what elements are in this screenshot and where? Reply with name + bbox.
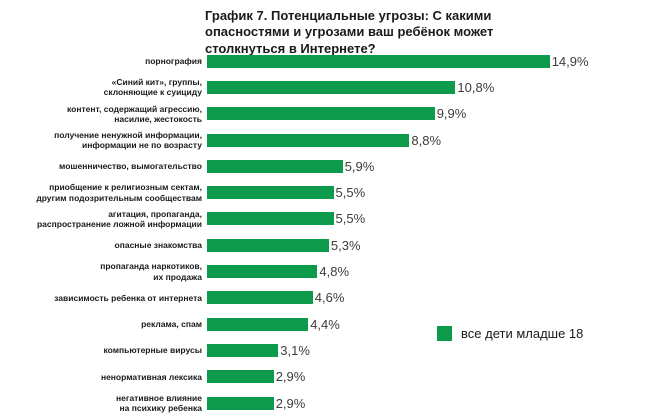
bar-track: 8,8% — [207, 127, 441, 153]
bar-row: опасные знакомства 5,3% — [0, 232, 660, 258]
bar-row: пропаганда наркотиков, их продажа 4,8% — [0, 258, 660, 284]
bar-row: приобщение к религиозным сектам, другим … — [0, 179, 660, 205]
bar-label: получение ненужной информации, информаци… — [54, 129, 202, 151]
bar-track: 2,9% — [207, 364, 305, 390]
bar — [207, 80, 456, 94]
legend-label: все дети младше 18 — [461, 326, 584, 341]
bar-label: агитация, пропаганда, распространение ло… — [36, 208, 202, 229]
bar-label: реклама, спам — [141, 319, 202, 330]
bar-row: «Синий кит», группы, склоняющие к суицид… — [0, 74, 660, 100]
bar-row: компьютерные вирусы 3,1% — [0, 337, 660, 363]
bar — [207, 186, 334, 200]
bar — [207, 396, 274, 410]
bar-row: ненормативная лексика 2,9% — [0, 364, 660, 390]
bar-track: 5,3% — [207, 232, 361, 258]
bar-value: 9,9% — [436, 106, 467, 122]
bar-track: 2,9% — [207, 390, 305, 416]
bar-value: 5,3% — [330, 237, 361, 253]
bar-row: порнография 14,9% — [0, 48, 660, 74]
bar-value: 5,5% — [335, 185, 366, 201]
bar-label: ненормативная лексика — [100, 371, 202, 382]
bar-value: 5,9% — [344, 158, 375, 174]
bar-label: негативное влияние на психику ребенка — [116, 392, 202, 413]
bar-value: 4,4% — [310, 316, 340, 332]
legend: все дети младше 18 — [437, 326, 583, 341]
bar-label: опасные знакомства — [114, 240, 202, 251]
bar — [207, 159, 343, 173]
bar-row: зависимость ребенка от интернета 4,6% — [0, 285, 660, 311]
bar-label: приобщение к религиозным сектам, другим … — [36, 182, 202, 203]
bar — [207, 107, 435, 121]
bar-value: 10,8% — [457, 79, 495, 95]
bar-value: 2,9% — [275, 395, 306, 411]
bar-track: 5,5% — [207, 206, 365, 232]
legend-swatch-icon — [437, 326, 452, 341]
bar — [207, 133, 410, 147]
bar-track: 14,9% — [207, 48, 589, 74]
bar-row: негативное влияние на психику ребенка 2,… — [0, 390, 660, 416]
bar — [207, 54, 550, 68]
bar-value: 2,9% — [275, 369, 306, 385]
bar-value: 4,8% — [319, 264, 350, 280]
bar-label: контент, содержащий агрессию, насилие, ж… — [67, 103, 202, 124]
bar-value: 5,5% — [335, 211, 366, 227]
bar-label: мошенничество, вымогательство — [59, 161, 202, 172]
bar-track: 10,8% — [207, 74, 494, 100]
bar-label: зависимость ребенка от интернета — [54, 292, 202, 303]
bar-value: 3,1% — [280, 342, 310, 358]
bar-track: 4,8% — [207, 258, 349, 284]
bar — [207, 343, 279, 357]
bar-value: 14,9% — [551, 53, 589, 69]
bar-row: агитация, пропаганда, распространение ло… — [0, 206, 660, 232]
bar — [207, 291, 313, 305]
bar-track: 3,1% — [207, 337, 310, 363]
bar — [207, 317, 309, 331]
bar-track: 9,9% — [207, 101, 466, 127]
bar-value: 4,6% — [314, 290, 345, 306]
bar-value: 8,8% — [411, 132, 442, 148]
bar-label: компьютерные вирусы — [103, 345, 202, 356]
bar — [207, 212, 334, 226]
bar-track: 4,4% — [207, 311, 340, 337]
bar-track: 5,5% — [207, 179, 365, 205]
bar — [207, 370, 274, 384]
bar-track: 4,6% — [207, 285, 344, 311]
bar — [207, 238, 329, 252]
chart-rows: порнография 14,9% «Синий кит», группы, с… — [0, 48, 660, 416]
chart-title: График 7. Потенциальные угрозы: С какими… — [205, 8, 494, 56]
bar-label: порнография — [145, 56, 202, 67]
bar-track: 5,9% — [207, 153, 374, 179]
bar-row: реклама, спам 4,4% — [0, 311, 660, 337]
bar-row: мошенничество, вымогательство 5,9% — [0, 153, 660, 179]
bar-label: «Синий кит», группы, склоняющие к суицид… — [103, 77, 202, 98]
bar-label: пропаганда наркотиков, их продажа — [100, 261, 202, 282]
bar-row: контент, содержащий агрессию, насилие, ж… — [0, 101, 660, 127]
bar-row: получение ненужной информации, информаци… — [0, 127, 660, 153]
bar — [207, 265, 318, 279]
